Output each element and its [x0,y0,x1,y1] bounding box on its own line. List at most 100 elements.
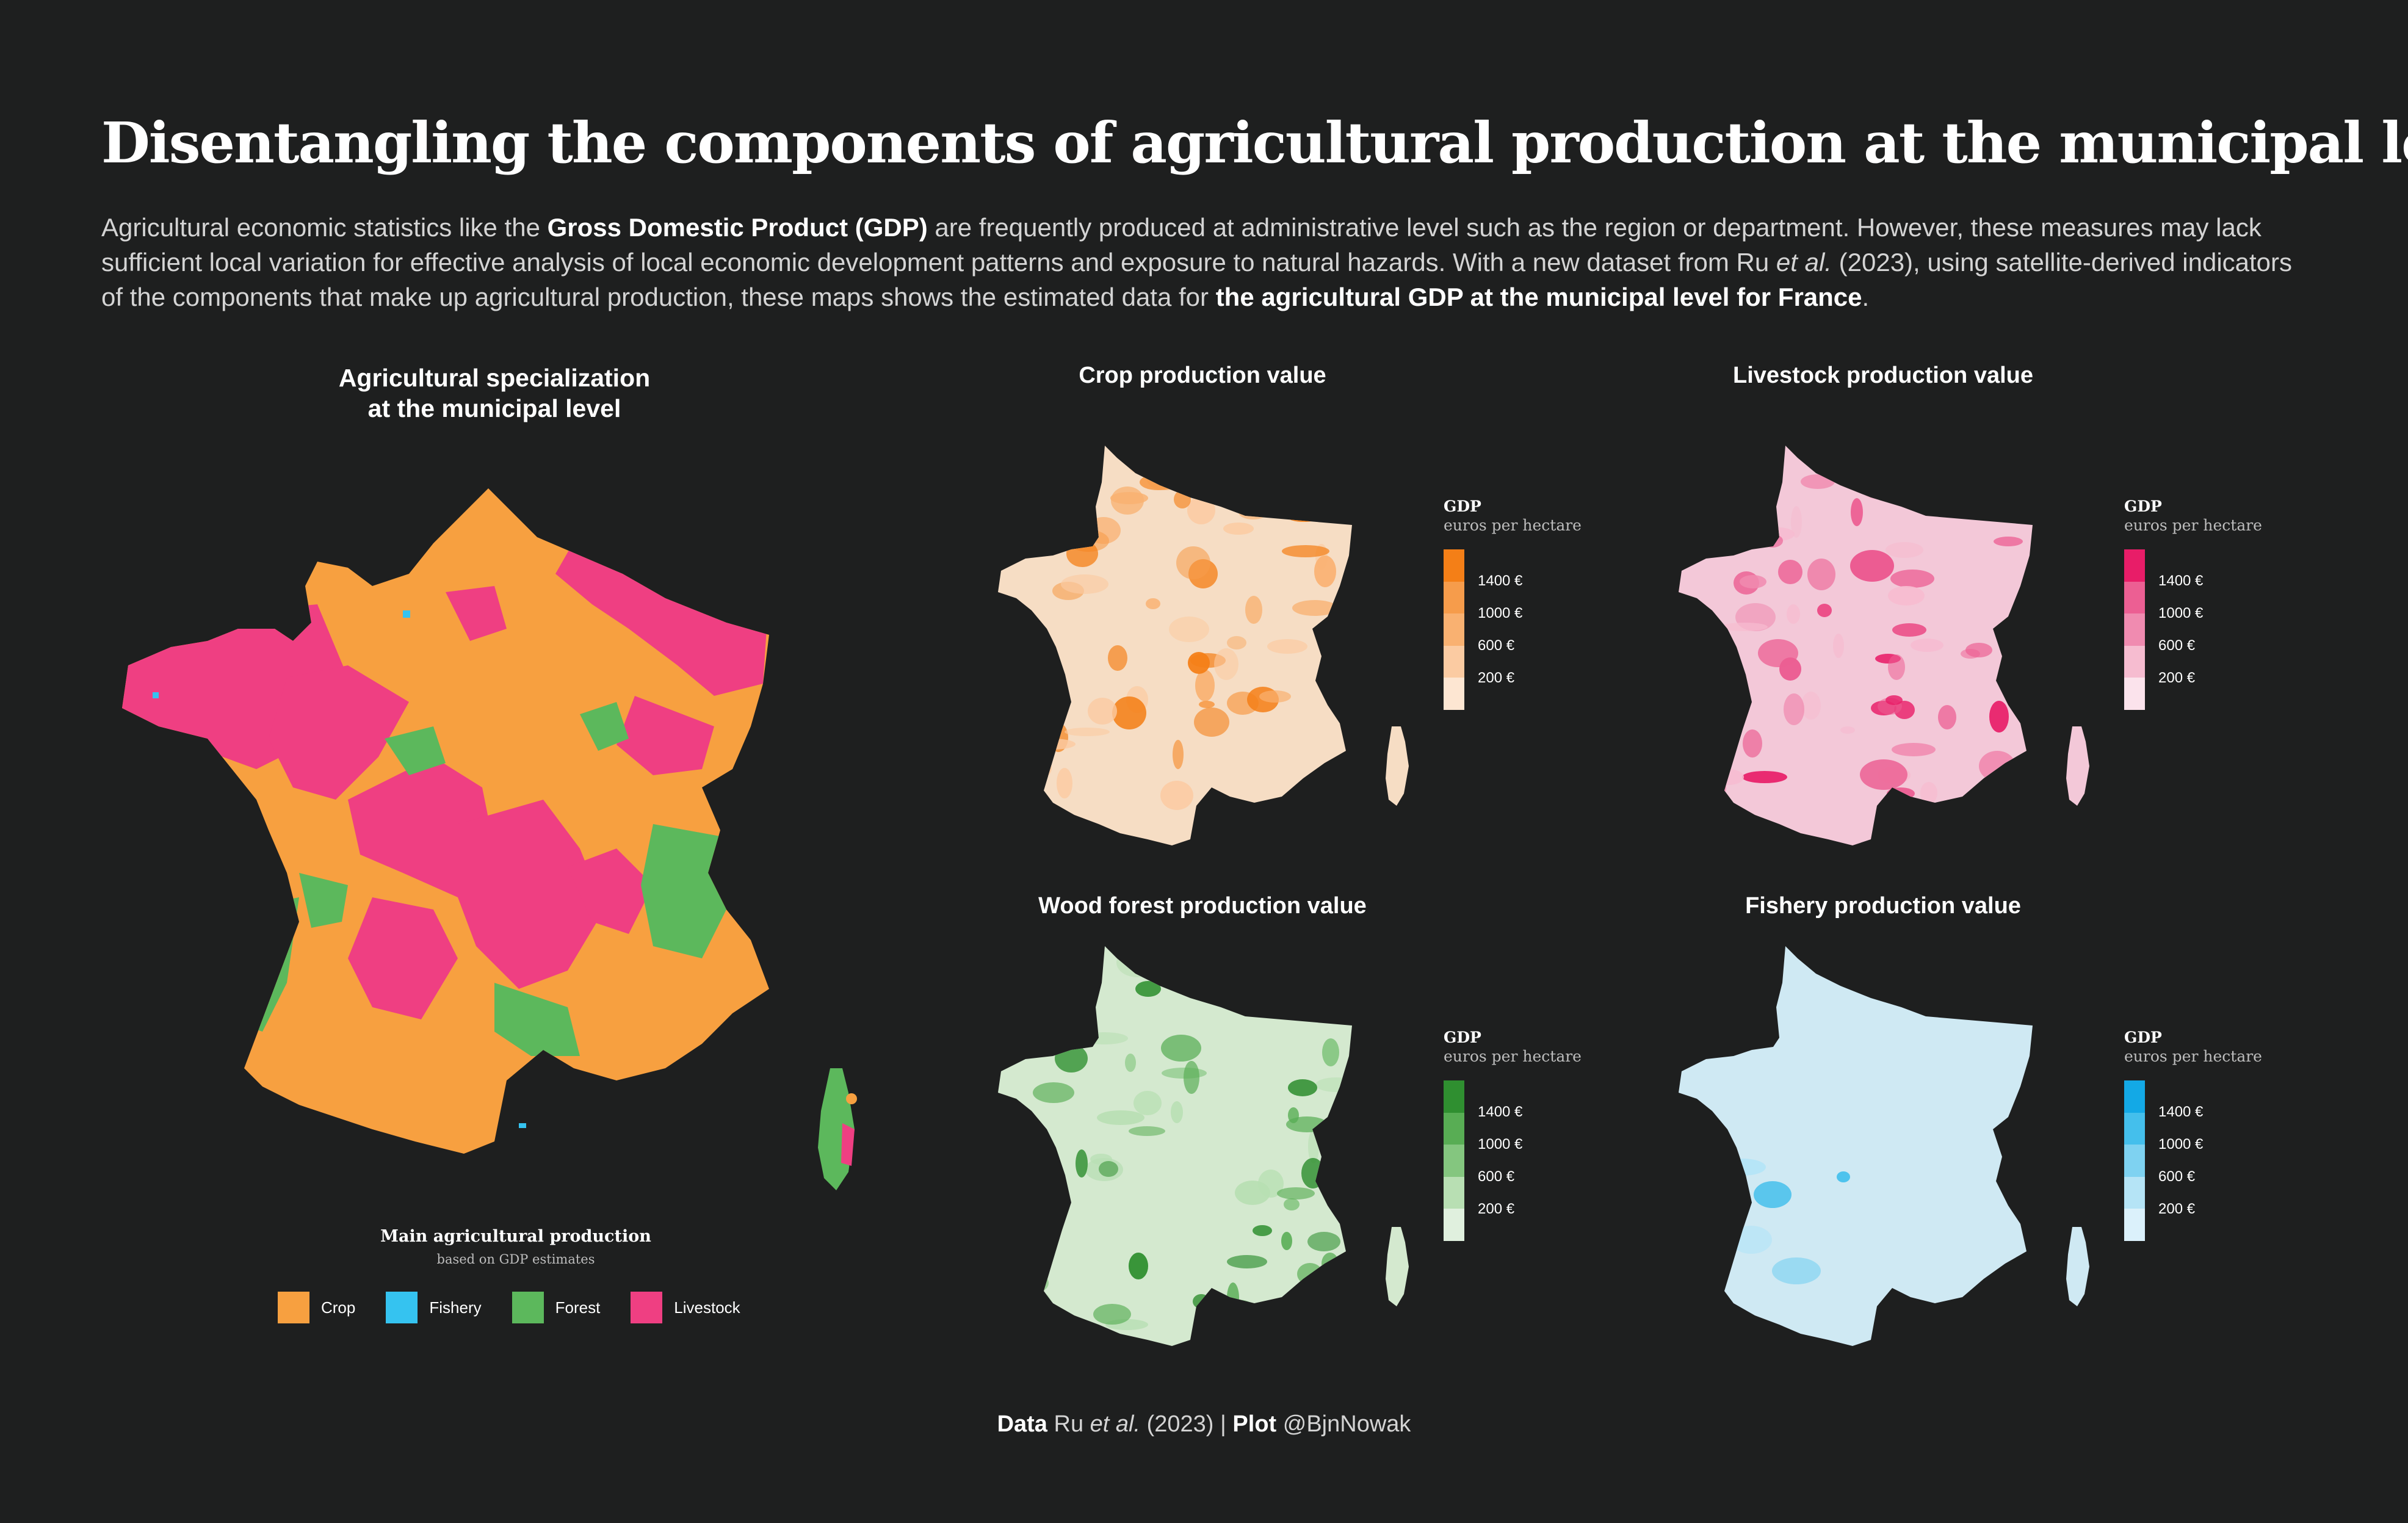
livestock-intensity-patch [1994,537,2023,546]
crop-intensity-patch [1173,740,1184,769]
livestock-intensity-patch [1791,506,1802,538]
livestock-intensity-patch [1975,457,2022,479]
livestock-ramp-step [2124,678,2145,710]
livestock-intensity-patch [1965,643,1992,657]
crop-production-map [998,446,1409,845]
fishery-dot-west [153,692,159,698]
footer-data-label: Data [997,1411,1047,1437]
fishery-intensity-patch [1837,1171,1850,1182]
livestock-intensity-patch [1758,639,1798,667]
wood-intensity-patch [1286,1116,1328,1132]
wood-intensity-patch [1184,1061,1199,1094]
wood-intensity-patch [1035,1021,1055,1035]
wood-intensity-patch [1076,1149,1088,1178]
fishery-production-map [1679,946,2089,1346]
crop-intensity-patch [1029,473,1073,489]
wood-intensity-patch [1097,1110,1144,1125]
wood-intensity-patch [1315,1077,1352,1092]
footer-credits: Data Ru et al. (2023) | Plot @BjnNowak [0,1411,2408,1438]
wood-intensity-patch [1129,1253,1148,1279]
crop-ramp-step [1444,645,1464,678]
crop-tick-label: 600 € [1478,637,1515,654]
livestock-intensity-patch [1959,509,2000,519]
specialization-map [122,488,857,1190]
livestock-france-shape [1679,446,2033,845]
wood-intensity-patch [1320,1135,1348,1162]
crop-ramp-step [1444,613,1464,646]
legend-label-fishery: Fishery [429,1298,482,1317]
livestock-region-normandy-west [269,665,409,800]
fishery-legend-unit: euros per hectare [2124,1047,2262,1065]
specialization-legend-items: Crop Fishery Forest Livestock [278,1292,771,1323]
livestock-intensity-patch [1892,623,1926,637]
fishery-ramp-step [2124,1080,2145,1113]
livestock-legend-title: GDP [2124,497,2162,515]
fishery-ramp-step [2124,1145,2145,1177]
livestock-intensity-patch [1928,485,1961,502]
livestock-region-massif-central [458,800,604,989]
wood-intensity-patch [1161,1035,1201,1062]
wood-ramp-step [1444,1209,1464,1241]
wood-production-map [998,946,1409,1346]
wood-intensity-patch [1322,1038,1339,1066]
crop-intensity-patch [1214,648,1238,680]
specialization-legend-title: Main agricultural production [380,1227,651,1246]
livestock-region-northeast [555,531,769,696]
livestock-ramp-step [2124,581,2145,613]
crop-france-shape [998,446,1352,845]
livestock-region-north-center [446,586,507,641]
crop-intensity-patch [1022,756,1052,780]
footer-plot-text: @BjnNowak [1276,1411,1411,1437]
specialization-legend-subtitle: based on GDP estimates [436,1252,595,1267]
livestock-legend: GDP euros per hectare [2124,497,2262,534]
livestock-intensity-patch [1778,560,1802,584]
wood-ramp-step [1444,1080,1464,1113]
forest-region-sologne [385,726,446,775]
wood-intensity-patch [1157,958,1201,991]
wood-legend-title: GDP [1444,1029,1481,1046]
intro-text-2: are frequently produced at administrativ… [101,213,2262,277]
livestock-intensity-patch [1801,692,1821,720]
legend-label-forest: Forest [555,1298,601,1317]
livestock-intensity-patch [1801,474,1835,489]
livestock-production-map [1679,446,2089,845]
livestock-intensity-patch [1938,705,1956,729]
livestock-tick-label: 200 € [2158,670,2196,686]
wood-intensity-patch [1253,1225,1272,1236]
wood-ramp-step [1444,1112,1464,1145]
crop-intensity-patch [1140,474,1176,490]
wood-intensity-patch [1227,1255,1267,1268]
wood-corsica-shape [1386,1227,1409,1306]
crop-intensity-patch [1176,546,1210,579]
wood-intensity-patch [1099,1161,1118,1177]
wood-intensity-patch [1297,1263,1323,1285]
crop-legend-title: GDP [1444,497,1481,515]
wood-intensity-patch [1288,1079,1317,1096]
forest-region-burgundy [580,702,629,751]
livestock-intensity-patch [1713,769,1744,785]
footer-data-text-b: et al. [1090,1411,1141,1437]
wood-intensity-patch [1307,1232,1340,1251]
wood-intensity-patch [1093,1304,1131,1325]
wood-intensity-patch [1116,948,1159,977]
wood-intensity-patch [1129,1126,1165,1136]
intro-bold-municipal: the agricultural GDP at the municipal le… [1215,283,1862,311]
wood-intensity-patch [1043,1031,1057,1048]
crop-intensity-patch [1207,460,1226,490]
crop-intensity-patch [1282,545,1329,557]
crop-intensity-patch [1195,670,1215,701]
livestock-intensity-patch [1784,693,1804,725]
livestock-intensity-patch [1911,639,1943,652]
legend-swatch-fishery [386,1292,418,1323]
livestock-corsica-shape [2066,726,2089,806]
forest-region-west [299,873,348,928]
legend-swatch-forest [512,1292,544,1323]
crop-intensity-patch [1066,540,1098,567]
wood-intensity-patch [1197,1304,1224,1333]
forest-region-south [494,983,580,1056]
crop-intensity-patch [1088,698,1117,725]
wood-intensity-patch [1277,1187,1315,1199]
page-title: Disentangling the components of agricult… [101,110,2408,176]
livestock-intensity-patch [1888,586,1925,606]
footer-data-text-c: (2023) | [1140,1411,1233,1437]
